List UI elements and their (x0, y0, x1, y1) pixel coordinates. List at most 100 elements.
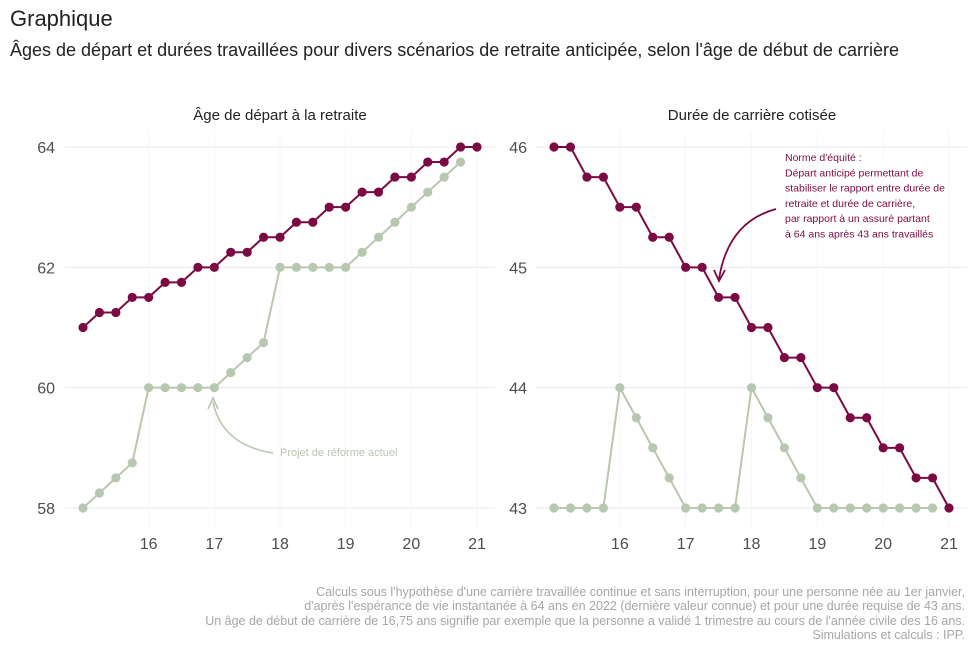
point-equity (664, 232, 674, 242)
point-reform (78, 503, 88, 513)
point-equity (275, 232, 285, 242)
point-equity (681, 262, 691, 272)
point-reform (615, 383, 625, 393)
annotation-arrowhead (207, 396, 219, 410)
point-equity (357, 187, 367, 197)
point-equity (193, 262, 203, 272)
footer-line: Simulations et calculs : IPP. (812, 628, 965, 643)
point-equity (291, 217, 302, 227)
panel-title: Âge de départ à la retraite (193, 107, 366, 124)
point-reform (911, 503, 921, 513)
y-tick-label: 44 (509, 381, 527, 398)
series-line-reform (554, 384, 933, 509)
panel-title: Durée de carrière cotisée (668, 107, 836, 124)
x-tick-label: 19 (808, 536, 826, 553)
point-reform (439, 172, 449, 182)
x-tick-label: 17 (677, 536, 695, 553)
point-equity (423, 157, 433, 167)
point-equity (944, 503, 954, 513)
point-equity (324, 202, 334, 212)
x-tick-label: 21 (468, 536, 486, 553)
point-reform (193, 383, 203, 393)
point-equity (406, 172, 416, 182)
y-tick-label: 64 (37, 140, 55, 157)
point-reform (796, 473, 806, 483)
point-reform (111, 473, 121, 483)
point-reform (357, 247, 367, 257)
point-equity (455, 142, 466, 152)
point-equity (373, 187, 384, 197)
point-equity (242, 247, 252, 257)
point-reform (176, 383, 187, 393)
point-reform (598, 503, 608, 513)
point-reform (895, 503, 905, 513)
point-reform (242, 352, 252, 363)
footer-line: Un âge de début de carrière de 16,75 ans… (205, 613, 965, 628)
point-equity (390, 172, 400, 182)
x-tick-label: 21 (940, 536, 958, 553)
point-reform (878, 503, 888, 513)
x-tick-label: 16 (140, 536, 158, 553)
x-tick-label: 20 (402, 536, 420, 553)
point-reform (763, 413, 773, 423)
annotation-arrow (718, 208, 777, 280)
point-reform (845, 503, 855, 513)
y-tick-label: 58 (37, 501, 55, 518)
point-equity (226, 247, 236, 257)
annotation-equity-line: à 64 ans après 43 ans travaillés (785, 229, 933, 241)
point-equity (927, 473, 938, 483)
point-equity (878, 443, 888, 453)
point-reform (631, 413, 641, 423)
point-reform (275, 262, 285, 272)
point-equity (648, 232, 658, 242)
chart-canvas: Âge de départ à la retraite 58 60 62 64 16 17 1… (37, 107, 967, 553)
point-reform (862, 503, 872, 513)
point-reform (713, 503, 724, 513)
annotation-equity-line: retraite et durée de carrière, (785, 198, 915, 210)
x-tick-label: 17 (205, 536, 223, 553)
point-equity (78, 322, 88, 333)
point-equity (615, 202, 625, 212)
point-reform (746, 383, 757, 393)
point-reform (779, 443, 790, 453)
point-reform (373, 232, 384, 242)
point-equity (730, 292, 740, 303)
point-equity (111, 307, 121, 318)
point-equity (911, 473, 921, 483)
point-equity (862, 413, 872, 423)
point-equity (631, 202, 641, 212)
x-tick-label: 18 (743, 536, 761, 553)
point-reform (664, 473, 674, 483)
point-equity (845, 413, 855, 423)
x-tick-label: 16 (611, 536, 629, 553)
point-reform (258, 337, 269, 348)
point-equity (812, 383, 822, 393)
point-equity (176, 277, 187, 287)
point-reform (127, 458, 137, 468)
point-reform (291, 262, 302, 272)
annotation-equity-line: par rapport à un assuré partant (785, 213, 930, 225)
point-equity (160, 277, 170, 287)
point-reform (160, 383, 170, 393)
chart-subtitle: Âges de départ et durées travaillées pou… (10, 40, 899, 60)
point-reform (308, 262, 318, 272)
point-equity (565, 142, 576, 152)
point-equity (209, 262, 219, 272)
annotation-arrow (212, 401, 274, 454)
point-equity (763, 322, 773, 333)
series-line-reform (82, 161, 462, 509)
y-tick-label: 45 (509, 260, 527, 277)
annotation-equity-line: stabiliser le rapport entre durée de (785, 183, 945, 195)
y-tick-label: 46 (509, 140, 527, 157)
point-reform (927, 503, 938, 513)
point-equity (549, 142, 559, 152)
point-reform (94, 488, 105, 498)
annotation-arrowhead (713, 269, 726, 284)
point-reform (209, 383, 219, 393)
point-equity (308, 217, 318, 227)
point-equity (598, 172, 608, 182)
annotation-reform: Projet de réforme actuel (280, 447, 397, 459)
point-reform (730, 503, 740, 513)
point-equity (258, 232, 269, 242)
footer-line: d'après l'espérance de vie instantanée à… (304, 599, 965, 614)
